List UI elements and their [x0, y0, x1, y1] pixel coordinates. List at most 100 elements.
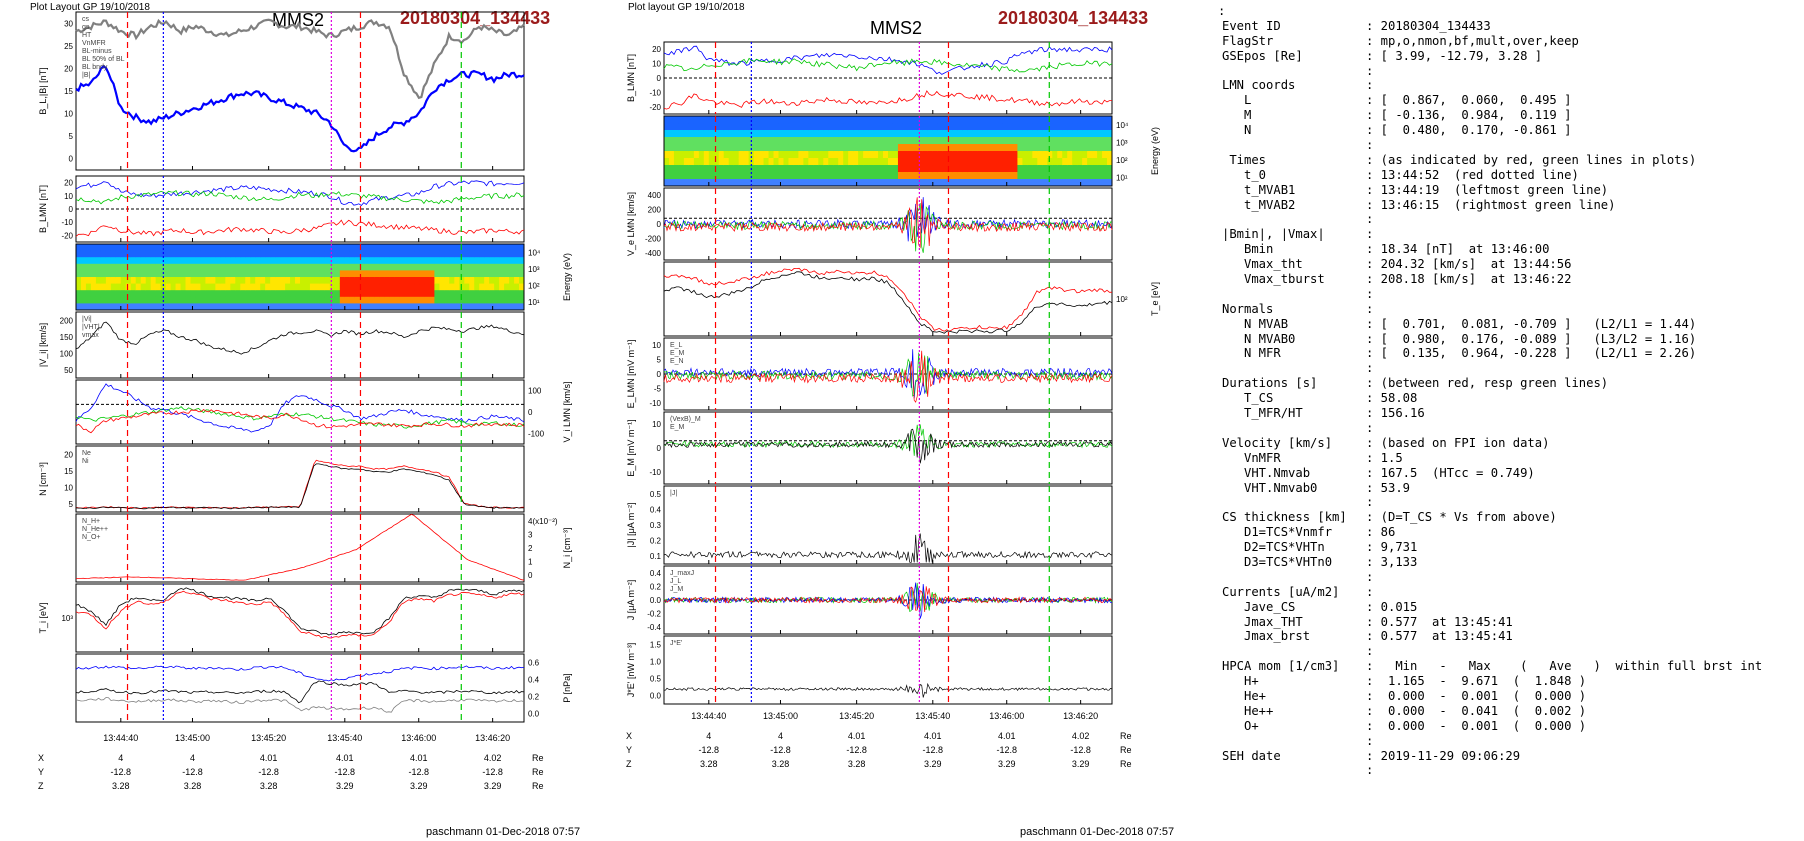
heatmap-cell	[135, 263, 142, 271]
heatmap-cell	[454, 257, 460, 265]
heatmap-cell	[912, 116, 919, 124]
heatmap-cell	[85, 270, 92, 278]
y-tick-label: 10	[652, 420, 661, 429]
heatmap-cell	[90, 290, 97, 298]
position-value: 3.29	[484, 781, 502, 791]
heatmap-cell	[917, 116, 924, 124]
legend-entry: N_O+	[82, 534, 100, 541]
heatmap-cell	[942, 137, 949, 145]
heatmap-cell	[354, 257, 361, 265]
heatmap-cell	[693, 151, 700, 159]
heatmap-cell	[763, 151, 770, 159]
heatmap-cell	[250, 277, 256, 285]
heatmap-cell	[728, 116, 735, 124]
y-tick-label: 400	[648, 191, 662, 200]
heatmap-cell	[927, 179, 934, 187]
heatmap-cell	[1052, 116, 1058, 124]
heatmap-cell	[76, 263, 82, 271]
heatmap-cell	[334, 303, 341, 311]
heatmap-cell	[474, 283, 480, 291]
heatmap-cell	[479, 244, 485, 252]
heatmap-cell	[673, 165, 680, 173]
series-line-B_L	[75, 180, 525, 207]
heatmap-cell	[972, 137, 979, 145]
heatmap-cell	[997, 151, 1003, 159]
heatmap-cell	[848, 144, 854, 152]
position-unit: Re	[532, 781, 544, 791]
heatmap-cell	[987, 179, 994, 187]
heatmap-cell	[125, 263, 132, 271]
y-tick-label: -0.2	[647, 610, 661, 619]
heatmap-cell	[285, 290, 291, 298]
heatmap-cell	[888, 151, 894, 159]
heatmap-cell	[698, 179, 705, 187]
heatmap-cell	[379, 277, 386, 285]
heatmap-cell	[673, 116, 680, 124]
summary-key: Jave_CS	[1222, 599, 1296, 614]
heatmap-cell	[245, 277, 251, 285]
heatmap-cell	[912, 158, 919, 166]
y-tick-label: 10²	[1116, 156, 1128, 165]
heatmap-cell	[220, 283, 226, 291]
heatmap-cell	[170, 250, 177, 258]
heatmap-cell	[250, 270, 256, 278]
heatmap-cell	[664, 165, 670, 173]
heatmap-cell	[379, 257, 386, 265]
heatmap-cell	[265, 250, 271, 258]
heatmap-cell	[125, 303, 132, 311]
heatmap-cell	[110, 277, 117, 285]
heatmap-cell	[718, 165, 725, 173]
heatmap-cell	[713, 179, 720, 187]
heatmap-cell	[1107, 130, 1113, 138]
heatmap-cell	[1007, 116, 1013, 124]
heatmap-cell	[120, 257, 127, 265]
heatmap-cell	[459, 257, 465, 265]
heatmap-cell	[280, 257, 286, 265]
heatmap-cell	[1032, 158, 1038, 166]
heatmap-cell	[354, 244, 361, 252]
heatmap-cell	[917, 172, 924, 180]
series-line-P_B	[75, 665, 525, 682]
heatmap-cell	[434, 296, 440, 304]
heatmap-cell	[175, 257, 182, 265]
heatmap-cell	[863, 151, 869, 159]
heatmap-cell	[260, 290, 266, 298]
panel-right-7: |J| [μA m⁻²]0.10.20.30.40.5 |J|	[626, 485, 1113, 565]
heatmap-cell	[848, 130, 854, 138]
heatmap-cell	[848, 158, 854, 166]
heatmap-cell	[205, 257, 211, 265]
heatmap-cell	[743, 172, 750, 180]
heatmap-cell	[474, 290, 480, 298]
heatmap-cell	[803, 116, 809, 124]
heatmap-cell	[1087, 123, 1093, 131]
heatmap-cell	[120, 277, 127, 285]
heatmap-cell	[788, 137, 794, 145]
heatmap-cell	[220, 244, 226, 252]
series-line-T_par	[75, 587, 525, 636]
heatmap-cell	[912, 130, 919, 138]
heatmap-cell	[280, 303, 286, 311]
position-row-label: Z	[626, 759, 632, 769]
heatmap-cell	[300, 277, 306, 285]
heatmap-cell	[897, 165, 904, 173]
heatmap-cell	[843, 165, 849, 173]
heatmap-cell	[479, 283, 485, 291]
heatmap-cell	[868, 123, 874, 131]
heatmap-cell	[1067, 130, 1073, 138]
heatmap-cell	[947, 158, 954, 166]
heatmap-cell	[873, 123, 879, 131]
heatmap-cell	[1017, 179, 1023, 187]
position-value: 3.28	[700, 759, 718, 769]
heatmap-cell	[1007, 172, 1013, 180]
heatmap-cell	[1002, 137, 1008, 145]
heatmap-cell	[708, 179, 715, 187]
heatmap-cell	[469, 250, 475, 258]
heatmap-cell	[90, 277, 97, 285]
heatmap-cell	[290, 244, 296, 252]
heatmap-cell	[344, 257, 351, 265]
y-axis-label: B_LMN [nT]	[38, 185, 48, 233]
heatmap-cell	[504, 303, 510, 311]
y-tick-label: 0.5	[650, 675, 662, 684]
heatmap-cell	[459, 244, 465, 252]
heatmap-cell	[698, 137, 705, 145]
